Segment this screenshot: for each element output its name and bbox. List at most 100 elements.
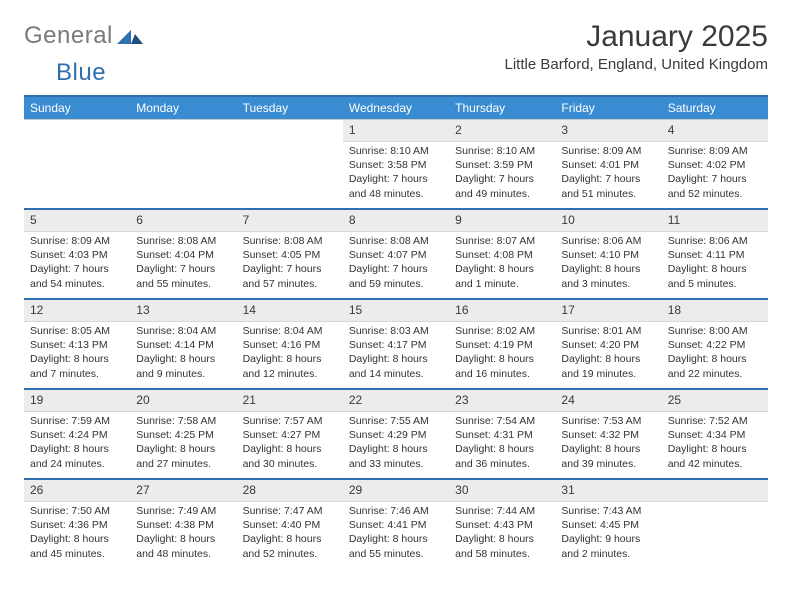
day-cell: 16 Sunrise: 8:02 AMSunset: 4:19 PMDayligh…	[449, 300, 555, 388]
day-number-row: 9	[449, 210, 555, 232]
day-content: Sunrise: 7:58 AMSunset: 4:25 PMDaylight:…	[130, 412, 236, 475]
day-number: 16	[455, 303, 468, 317]
day-cell: 1Sunrise: 8:10 AMSunset: 3:58 PMDaylight…	[343, 120, 449, 208]
day-number-row: 28	[237, 480, 343, 502]
daylight-line: Daylight: 8 hours and 55 minutes.	[349, 532, 443, 560]
day-cell: 9Sunrise: 8:07 AMSunset: 4:08 PMDaylight…	[449, 210, 555, 298]
weeks-container: 1Sunrise: 8:10 AMSunset: 3:58 PMDaylight…	[24, 119, 768, 568]
day-number-row: 25	[662, 390, 768, 412]
daylight-line: Daylight: 8 hours and 52 minutes.	[243, 532, 337, 560]
daylight-line: Daylight: 8 hours and 22 minutes.	[668, 352, 762, 380]
sunrise-line: Sunrise: 8:08 AM	[136, 234, 230, 248]
day-number: 8	[349, 213, 356, 227]
daylight-line: Daylight: 8 hours and 16 minutes.	[455, 352, 549, 380]
brand-mark-icon	[117, 24, 143, 49]
daylight-line: Daylight: 7 hours and 49 minutes.	[455, 172, 549, 200]
daylight-line: Daylight: 7 hours and 48 minutes.	[349, 172, 443, 200]
day-number: 20	[136, 393, 149, 407]
daylight-line: Daylight: 8 hours and 19 minutes.	[561, 352, 655, 380]
sunrise-line: Sunrise: 8:09 AM	[561, 144, 655, 158]
weekday-header: Friday	[555, 97, 661, 119]
day-cell: 17Sunrise: 8:01 AMSunset: 4:20 PMDayligh…	[555, 300, 661, 388]
sunset-line: Sunset: 4:32 PM	[561, 428, 655, 442]
day-content: Sunrise: 8:09 AMSunset: 4:03 PMDaylight:…	[24, 232, 130, 295]
day-content: Sunrise: 7:57 AMSunset: 4:27 PMDaylight:…	[237, 412, 343, 475]
daylight-line: Daylight: 7 hours and 57 minutes.	[243, 262, 337, 290]
day-cell: 8 Sunrise: 8:08 AMSunset: 4:07 PMDaylight…	[343, 210, 449, 298]
daylight-line: Daylight: 8 hours and 33 minutes.	[349, 442, 443, 470]
day-cell: 2Sunrise: 8:10 AMSunset: 3:59 PMDaylight…	[449, 120, 555, 208]
day-number-row: 8	[343, 210, 449, 232]
day-cell: 3Sunrise: 8:09 AMSunset: 4:01 PMDaylight…	[555, 120, 661, 208]
day-content: Sunrise: 8:08 AMSunset: 4:05 PMDaylight:…	[237, 232, 343, 295]
daylight-line: Daylight: 7 hours and 59 minutes.	[349, 262, 443, 290]
day-content: Sunrise: 8:07 AMSunset: 4:08 PMDaylight:…	[449, 232, 555, 295]
brand-text-blue: Blue	[56, 59, 106, 87]
day-content: Sunrise: 7:43 AMSunset: 4:45 PMDaylight:…	[555, 502, 661, 565]
day-cell: 19Sunrise: 7:59 AMSunset: 4:24 PMDayligh…	[24, 390, 130, 478]
sunrise-line: Sunrise: 8:06 AM	[561, 234, 655, 248]
sunrise-line: Sunrise: 7:43 AM	[561, 504, 655, 518]
daylight-line: Daylight: 8 hours and 42 minutes.	[668, 442, 762, 470]
day-cell: 5 Sunrise: 8:09 AMSunset: 4:03 PMDaylight…	[24, 210, 130, 298]
day-cell: 26Sunrise: 7:50 AMSunset: 4:36 PMDayligh…	[24, 480, 130, 568]
sunrise-line: Sunrise: 7:55 AM	[349, 414, 443, 428]
day-number: 5	[30, 213, 37, 227]
sunset-line: Sunset: 4:29 PM	[349, 428, 443, 442]
day-number: 29	[349, 483, 362, 497]
daylight-line: Daylight: 8 hours and 36 minutes.	[455, 442, 549, 470]
day-content: Sunrise: 7:49 AMSunset: 4:38 PMDaylight:…	[130, 502, 236, 565]
week-row: 19Sunrise: 7:59 AMSunset: 4:24 PMDayligh…	[24, 388, 768, 478]
week-row: 12Sunrise: 8:05 AMSunset: 4:13 PMDayligh…	[24, 298, 768, 388]
day-content: Sunrise: 8:03 AMSunset: 4:17 PMDaylight:…	[343, 322, 449, 385]
day-number-row: 15	[343, 300, 449, 322]
daylight-line: Daylight: 9 hours and 2 minutes.	[561, 532, 655, 560]
day-cell: 11Sunrise: 8:06 AMSunset: 4:11 PMDayligh…	[662, 210, 768, 298]
sunrise-line: Sunrise: 7:50 AM	[30, 504, 124, 518]
day-cell: 27Sunrise: 7:49 AMSunset: 4:38 PMDayligh…	[130, 480, 236, 568]
sunset-line: Sunset: 4:20 PM	[561, 338, 655, 352]
sunrise-line: Sunrise: 7:57 AM	[243, 414, 337, 428]
sunrise-line: Sunrise: 8:10 AM	[455, 144, 549, 158]
brand-logo: General	[24, 22, 145, 50]
sunrise-line: Sunrise: 7:53 AM	[561, 414, 655, 428]
day-content: Sunrise: 7:52 AMSunset: 4:34 PMDaylight:…	[662, 412, 768, 475]
sunrise-line: Sunrise: 8:08 AM	[349, 234, 443, 248]
day-number: 12	[30, 303, 43, 317]
day-cell	[130, 120, 236, 208]
day-number-row: 30	[449, 480, 555, 502]
sunset-line: Sunset: 4:08 PM	[455, 248, 549, 262]
day-number-row: 11	[662, 210, 768, 232]
day-cell: 7Sunrise: 8:08 AMSunset: 4:05 PMDaylight…	[237, 210, 343, 298]
day-cell: 31Sunrise: 7:43 AMSunset: 4:45 PMDayligh…	[555, 480, 661, 568]
day-content: Sunrise: 7:44 AMSunset: 4:43 PMDaylight:…	[449, 502, 555, 565]
day-number: 13	[136, 303, 149, 317]
day-number-row: 31	[555, 480, 661, 502]
week-row: 1Sunrise: 8:10 AMSunset: 3:58 PMDaylight…	[24, 120, 768, 208]
daylight-line: Daylight: 8 hours and 39 minutes.	[561, 442, 655, 470]
day-number: 3	[561, 123, 568, 137]
day-content	[662, 502, 768, 522]
sunset-line: Sunset: 4:19 PM	[455, 338, 549, 352]
sunset-line: Sunset: 4:36 PM	[30, 518, 124, 532]
day-cell: 23Sunrise: 7:54 AMSunset: 4:31 PMDayligh…	[449, 390, 555, 478]
day-cell: 15Sunrise: 8:03 AMSunset: 4:17 PMDayligh…	[343, 300, 449, 388]
day-number-row: 3	[555, 120, 661, 142]
day-content: Sunrise: 8:09 AMSunset: 4:02 PMDaylight:…	[662, 142, 768, 205]
sunset-line: Sunset: 4:05 PM	[243, 248, 337, 262]
day-cell: 21 Sunrise: 7:57 AMSunset: 4:27 PMDayligh…	[237, 390, 343, 478]
day-content: Sunrise: 7:55 AMSunset: 4:29 PMDaylight:…	[343, 412, 449, 475]
day-number-row: 13	[130, 300, 236, 322]
day-number-row: 18	[662, 300, 768, 322]
sunrise-line: Sunrise: 7:59 AM	[30, 414, 124, 428]
day-number: 11	[668, 213, 680, 227]
sunset-line: Sunset: 4:25 PM	[136, 428, 230, 442]
sunset-line: Sunset: 4:07 PM	[349, 248, 443, 262]
day-number: 23	[455, 393, 468, 407]
day-content: Sunrise: 8:10 AMSunset: 3:59 PMDaylight:…	[449, 142, 555, 205]
sunrise-line: Sunrise: 8:02 AM	[455, 324, 549, 338]
day-number: 21	[243, 393, 256, 407]
sunrise-line: Sunrise: 8:04 AM	[136, 324, 230, 338]
sunset-line: Sunset: 4:14 PM	[136, 338, 230, 352]
calendar-grid: Sunday Monday Tuesday Wednesday Thursday…	[24, 95, 768, 568]
